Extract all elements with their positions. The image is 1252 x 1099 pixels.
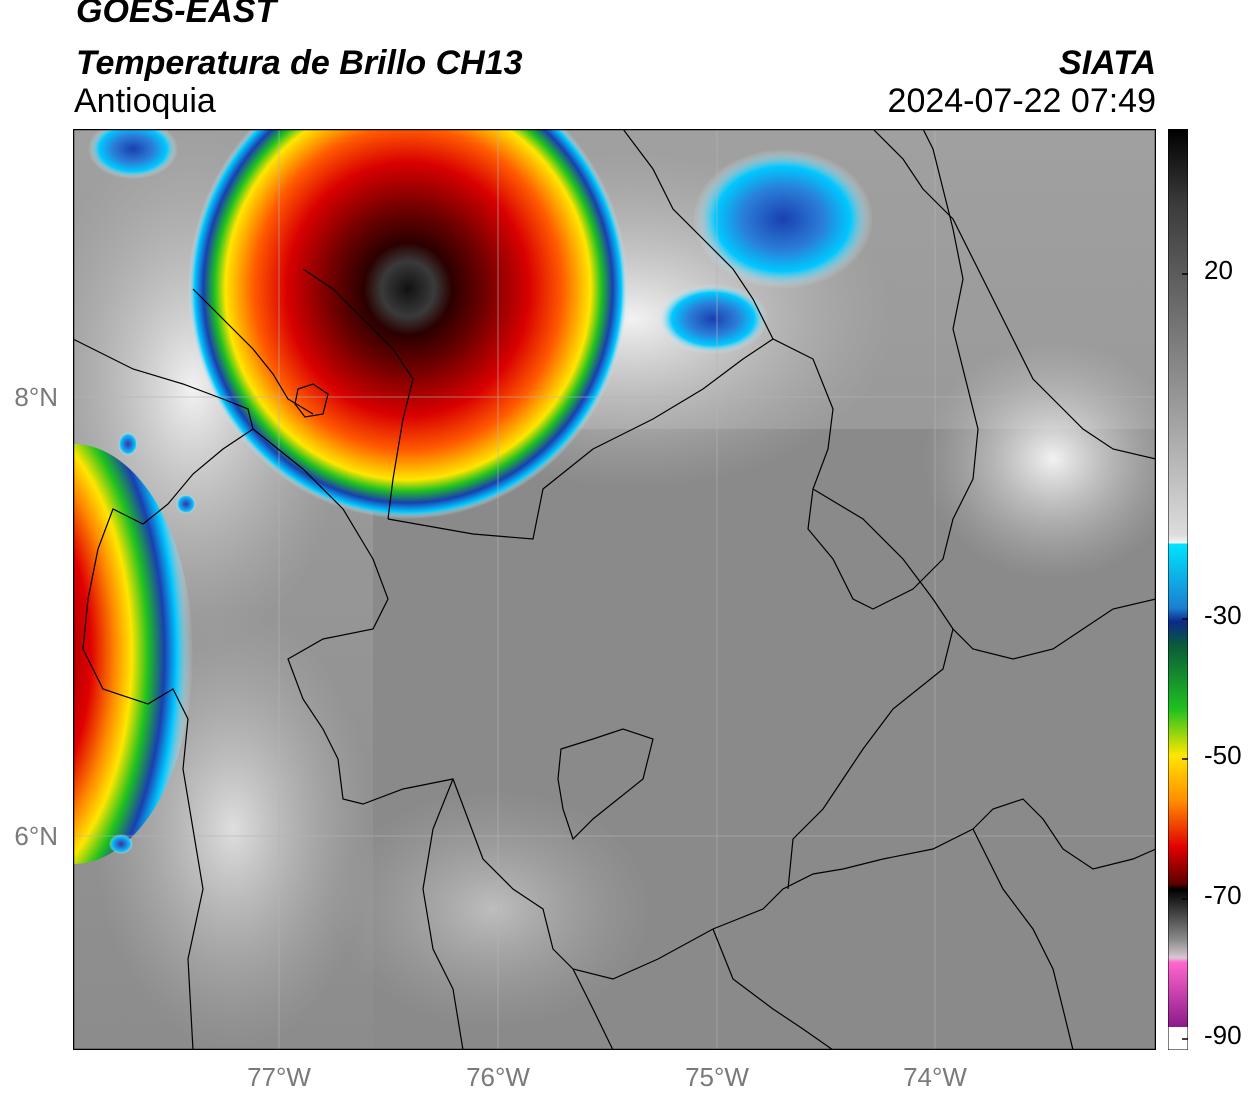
aburra-valley — [557, 728, 654, 841]
cloud-field — [923, 339, 1156, 579]
datetime-label: 2024-07-22 07:49 — [887, 82, 1156, 120]
antioquia-border-north — [252, 428, 974, 980]
gulf-inner — [192, 288, 314, 415]
satellite-map[interactable] — [73, 129, 1156, 1050]
graticule — [73, 129, 1156, 1050]
cloud-field — [333, 789, 653, 1029]
cold-cloud-nw — [88, 129, 178, 179]
colorbar — [1167, 128, 1189, 1051]
lon-label-77w: 77°W — [247, 1062, 311, 1092]
department-line-8 — [422, 778, 464, 1050]
department-line-6 — [712, 928, 834, 1050]
border-far-ne — [872, 129, 1156, 460]
organization-label: SIATA — [1059, 44, 1156, 82]
lat-label-6n: 6°N — [14, 821, 58, 851]
department-line-4 — [972, 798, 1156, 870]
lon-label-76w: 76°W — [466, 1062, 530, 1092]
colorbar-label-minus30: -30 — [1204, 600, 1242, 630]
department-line-3 — [952, 598, 1156, 660]
lon-label-74w: 74°W — [903, 1062, 967, 1092]
cold-cell-small — [176, 494, 196, 514]
cold-cloud-ne — [693, 149, 873, 289]
colorbar-label-minus50: -50 — [1204, 740, 1242, 770]
satellite-title: GOES-EAST — [76, 0, 277, 30]
border-northeast — [622, 129, 774, 340]
cold-cloud-east — [658, 284, 768, 354]
department-line-5 — [572, 968, 614, 1050]
product-title: Temperatura de Brillo CH13 — [76, 44, 523, 82]
convective-storm-west — [73, 444, 193, 864]
boundaries — [73, 129, 1156, 1050]
lat-label-8n: 8°N — [14, 382, 58, 412]
lon-label-75w: 75°W — [685, 1062, 749, 1092]
colorbar-label-minus70: -70 — [1204, 880, 1242, 910]
cold-cell-small — [109, 834, 133, 854]
lake-outline — [294, 383, 329, 418]
coastline-uraba — [73, 338, 254, 1050]
map-frame — [73, 129, 1156, 1050]
department-line-7 — [972, 828, 1074, 1050]
department-line-1 — [387, 129, 979, 610]
colorbar-label-20: 20 — [1204, 255, 1233, 285]
river-border — [302, 268, 414, 520]
convective-storm-north — [188, 129, 628, 519]
cold-cell-small — [118, 432, 138, 456]
colorbar-label-minus90: -90 — [1204, 1020, 1242, 1050]
department-line-2 — [787, 488, 954, 890]
region-label: Antioquia — [74, 82, 216, 120]
